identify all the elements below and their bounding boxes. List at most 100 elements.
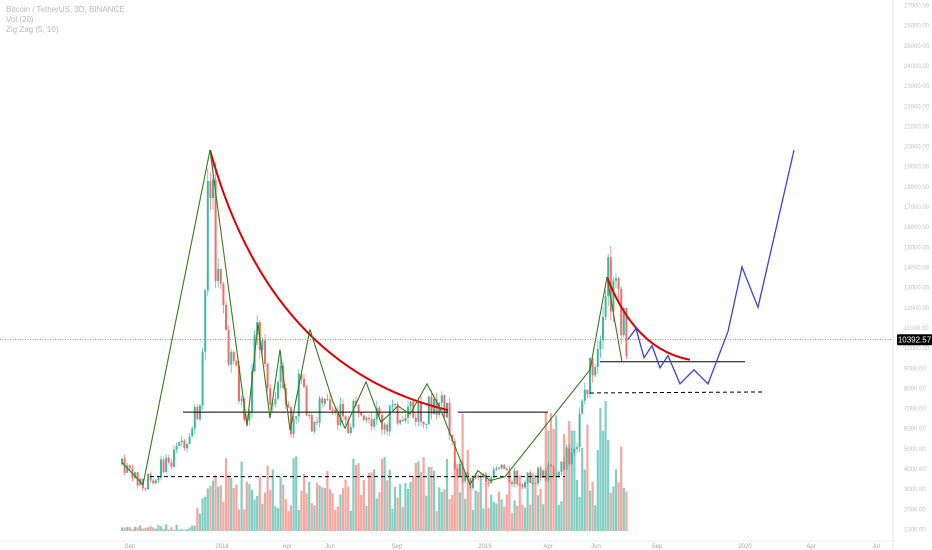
candle-body bbox=[563, 461, 565, 470]
volume-bar bbox=[505, 494, 508, 531]
candle-body bbox=[586, 389, 589, 395]
candle-body bbox=[487, 482, 490, 484]
candle-body bbox=[412, 401, 415, 418]
volume-bar bbox=[607, 439, 610, 531]
candle-body bbox=[560, 461, 563, 472]
volume-bar bbox=[531, 473, 534, 531]
candle-body bbox=[357, 404, 360, 413]
price-tick-label: 11000.00 bbox=[904, 326, 929, 332]
candle-body bbox=[365, 417, 368, 420]
candle-body bbox=[607, 257, 610, 297]
candle-body bbox=[152, 480, 155, 484]
candle-body bbox=[214, 179, 217, 281]
candle-body bbox=[495, 468, 498, 470]
volume-bar bbox=[529, 504, 532, 531]
volume-bar bbox=[471, 509, 475, 531]
candle-body bbox=[167, 457, 170, 463]
volume-bar bbox=[201, 498, 204, 531]
volume-bar bbox=[276, 508, 280, 531]
volume-bar bbox=[427, 467, 430, 531]
price-tick-label: 23000.00 bbox=[904, 84, 930, 90]
volume-bar bbox=[308, 481, 311, 531]
price-tick-label: 15000.00 bbox=[904, 245, 930, 251]
candle-body bbox=[360, 412, 363, 416]
volume-bar bbox=[289, 505, 293, 531]
time-tick-label: Sep bbox=[392, 544, 403, 550]
candle-body bbox=[375, 407, 378, 420]
volume-bar bbox=[588, 490, 592, 531]
candle-body bbox=[617, 278, 620, 289]
volume-bar bbox=[508, 471, 511, 531]
candle-body bbox=[212, 179, 214, 199]
candle-body bbox=[604, 296, 607, 317]
volume-bar bbox=[401, 507, 404, 531]
candle-body bbox=[310, 414, 313, 432]
candle-body bbox=[251, 371, 253, 412]
current-price-label: 10392.57 bbox=[898, 336, 932, 345]
candle-body bbox=[297, 373, 300, 417]
candle-body bbox=[394, 403, 396, 405]
price-tick-label: 5000.00 bbox=[904, 447, 926, 453]
volume-bar bbox=[136, 527, 139, 531]
volume-bar bbox=[237, 509, 241, 531]
candle-body bbox=[479, 476, 482, 478]
volume-bar bbox=[581, 447, 584, 531]
volume-bar bbox=[388, 469, 391, 531]
volume-bar bbox=[443, 489, 446, 531]
volume-bar bbox=[152, 527, 155, 531]
time-tick-label: Apr bbox=[282, 544, 291, 550]
candle-body bbox=[505, 468, 508, 471]
volume-bar bbox=[204, 496, 207, 531]
candle-body bbox=[147, 473, 149, 490]
candle-body bbox=[352, 400, 355, 428]
price-tick-label: 4000.00 bbox=[904, 467, 926, 473]
candle-body bbox=[456, 468, 459, 477]
candle-body bbox=[443, 395, 446, 418]
volume-bar bbox=[484, 482, 488, 531]
volume-bar bbox=[133, 526, 137, 531]
volume-bar bbox=[302, 473, 306, 531]
volume-bar bbox=[336, 506, 339, 531]
volume-bar bbox=[123, 527, 126, 531]
volume-bar bbox=[399, 484, 402, 531]
candle-body bbox=[615, 278, 617, 281]
candle-body bbox=[401, 419, 404, 421]
candle-body bbox=[196, 406, 199, 420]
volume-bar bbox=[224, 458, 228, 531]
candle-body bbox=[565, 448, 568, 470]
candle-body bbox=[300, 373, 303, 380]
candle-body bbox=[206, 181, 209, 291]
price-tick-label: 13000.00 bbox=[904, 286, 930, 292]
price-tick-label: 21000.00 bbox=[904, 124, 930, 130]
volume-bar bbox=[492, 501, 495, 531]
volume-bar bbox=[622, 487, 625, 531]
time-tick-label: 2020 bbox=[738, 544, 752, 550]
price-tick-label: 3000.00 bbox=[904, 487, 926, 493]
volume-bar bbox=[586, 424, 589, 531]
volume-bar bbox=[172, 529, 176, 531]
time-axis: Sep 2018 Apr Jun Sep 2019 Apr Jun Sep 2020 Apr Jul bbox=[0, 540, 893, 550]
candle-body bbox=[498, 468, 500, 470]
volume-bar bbox=[565, 446, 568, 531]
volume-bar bbox=[596, 449, 599, 531]
volume-bar bbox=[417, 461, 420, 531]
volume-bar bbox=[287, 510, 290, 531]
volume-bar bbox=[185, 529, 189, 531]
zigzag-indicator-label: Zig Zag (5, 10) bbox=[6, 25, 59, 34]
volume-bar bbox=[510, 513, 514, 531]
price-tick-label: 27000.00 bbox=[904, 4, 930, 10]
time-tick-label: Jul bbox=[872, 544, 880, 550]
candle-body bbox=[414, 417, 417, 422]
volume-bar bbox=[425, 495, 428, 531]
volume-bar bbox=[240, 461, 243, 531]
candle-body bbox=[292, 418, 295, 435]
volume-bar bbox=[170, 527, 173, 531]
candle-body bbox=[329, 399, 331, 410]
candle-body bbox=[472, 477, 474, 488]
candle-body bbox=[503, 464, 506, 469]
candle-body bbox=[180, 440, 183, 443]
candle-body bbox=[391, 404, 394, 407]
volume-bar bbox=[536, 495, 540, 531]
volume-bar bbox=[453, 462, 456, 531]
